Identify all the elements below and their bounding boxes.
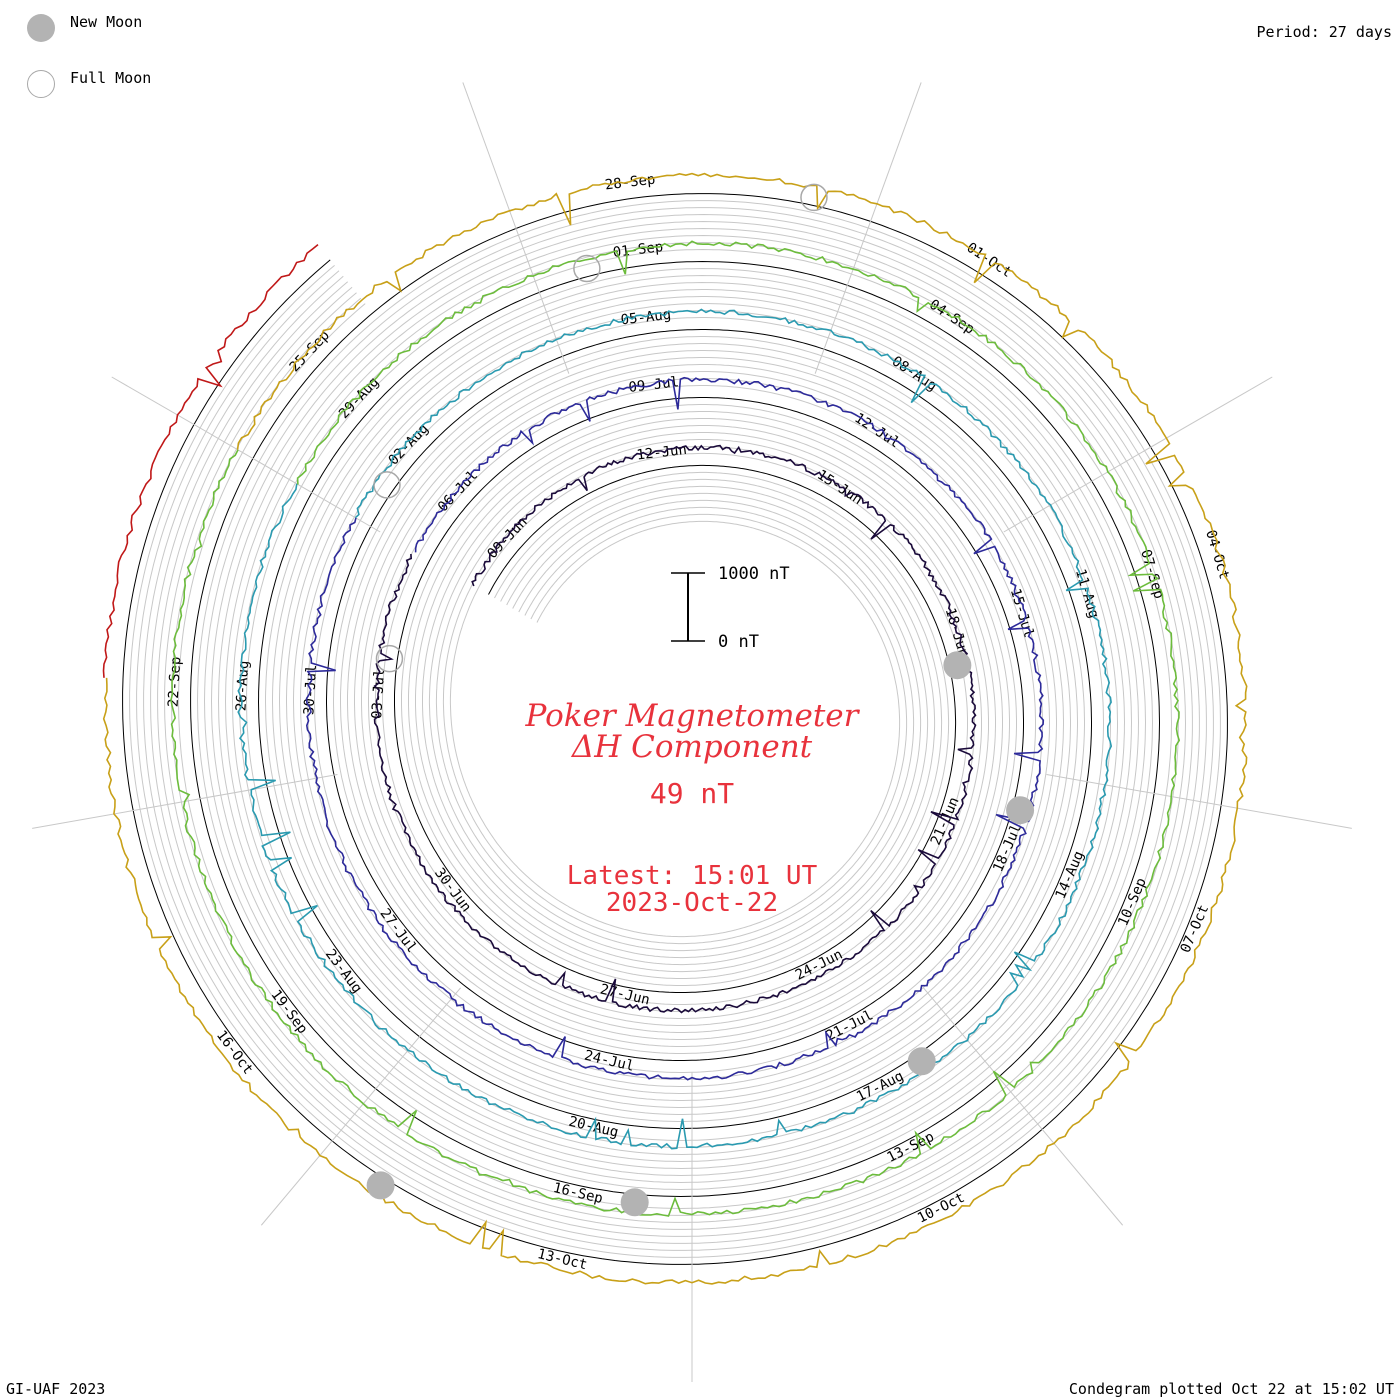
new-moon-marker xyxy=(1006,796,1035,825)
data-trace xyxy=(373,444,977,1014)
new-moon-marker xyxy=(943,651,972,680)
data-trace xyxy=(102,243,319,678)
full-moon-marker xyxy=(375,644,404,673)
radial-spoke xyxy=(923,987,1124,1226)
date-label: 01-Oct xyxy=(964,240,1015,281)
date-label: 20-Aug xyxy=(567,1114,620,1141)
radial-spoke xyxy=(111,376,381,533)
grid-spiral xyxy=(150,220,1200,1237)
scale-bar-bottom-label: 0 nT xyxy=(718,632,759,652)
date-label: 13-Oct xyxy=(536,1246,589,1273)
date-label: 04-Oct xyxy=(1202,528,1232,581)
date-label: 24-Jul xyxy=(583,1048,636,1075)
chart-title-line1: Poker Magnetometer xyxy=(525,698,861,734)
current-value: 49 nT xyxy=(650,777,734,810)
grid-spiral xyxy=(164,234,1187,1223)
grid-spiral xyxy=(136,207,1214,1251)
data-trace xyxy=(102,172,1248,1285)
full-moon-marker xyxy=(573,254,601,283)
new-moon-legend-marker xyxy=(27,14,55,42)
scale-bar-top-label: 1000 nT xyxy=(718,564,790,584)
moon-marker-layer xyxy=(366,183,1035,1217)
data-trace xyxy=(170,240,1181,1217)
latest-time: Latest: 15:01 UT xyxy=(567,861,818,891)
date-label: 01-Sep xyxy=(612,239,664,261)
grid-layer xyxy=(32,82,1352,1382)
new-moon-legend-label: New Moon xyxy=(70,13,143,31)
latest-date: 2023-Oct-22 xyxy=(606,888,778,918)
radial-spoke xyxy=(260,987,461,1226)
data-trace-layer xyxy=(102,172,1248,1285)
grid-spiral xyxy=(171,241,1180,1216)
date-label: 09-Jul xyxy=(628,374,680,396)
full-moon-legend-label: Full Moon xyxy=(70,69,152,87)
grid-spiral xyxy=(157,227,1193,1230)
credit-label: GI-UAF 2023 xyxy=(6,1380,106,1398)
new-moon-marker xyxy=(620,1188,649,1217)
date-label: 22-Sep xyxy=(165,656,184,707)
chart-title-line2: ΔH Component xyxy=(571,729,813,765)
date-label: 26-Aug xyxy=(233,660,252,711)
baseline-spiral xyxy=(122,193,1228,1265)
grid-spiral xyxy=(178,248,1173,1210)
full-moon-marker xyxy=(373,471,401,499)
date-label: 28-Sep xyxy=(604,172,656,194)
date-label: 16-Oct xyxy=(213,1028,256,1078)
radial-spoke xyxy=(1046,774,1352,829)
center-panel: 1000 nT 0 nT Poker Magnetometer ΔH Compo… xyxy=(525,564,861,918)
radial-spoke xyxy=(1003,376,1273,533)
full-moon-legend-marker xyxy=(27,70,55,98)
new-moon-marker xyxy=(366,1171,395,1200)
new-moon-marker xyxy=(907,1047,936,1076)
data-trace xyxy=(237,308,1113,1150)
radial-spoke xyxy=(814,82,922,374)
period-label: Period: 27 days xyxy=(1256,23,1392,41)
grid-spiral xyxy=(129,200,1221,1258)
data-trace xyxy=(305,376,1045,1081)
date-label: 27-Jun xyxy=(598,981,651,1008)
plotted-timestamp: Condegram plotted Oct 22 at 15:02 UT xyxy=(1068,1380,1394,1398)
grid-spiral xyxy=(143,213,1207,1244)
radial-spoke xyxy=(462,82,570,374)
full-moon-marker xyxy=(800,183,828,212)
